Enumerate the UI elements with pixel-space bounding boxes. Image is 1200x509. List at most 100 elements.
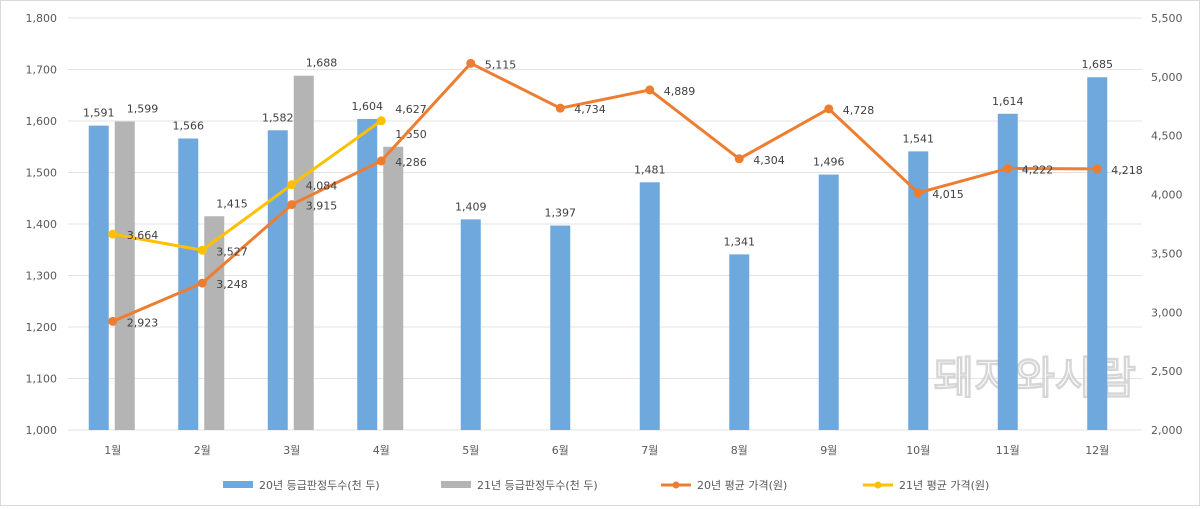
bar-20-data-label: 1,591 <box>83 107 115 120</box>
right-axis-tick-label: 4,500 <box>1151 130 1183 143</box>
line-20-data-label: 4,728 <box>843 104 875 117</box>
legend-label: 20년 평균 가격(원) <box>697 479 787 492</box>
line-20-data-label: 5,115 <box>485 58 517 71</box>
line-20-point <box>913 188 923 198</box>
bar-20 <box>267 130 288 430</box>
x-axis-tick-label: 1월 <box>104 444 121 457</box>
line-20-point <box>376 156 386 166</box>
bar-21-data-label: 1,599 <box>127 103 159 116</box>
bar-20-data-label: 1,496 <box>813 156 845 169</box>
x-axis-tick-label: 5월 <box>462 444 479 457</box>
left-axis-tick-label: 1,100 <box>26 373 58 386</box>
right-axis-tick-label: 2,500 <box>1151 365 1183 378</box>
bar-20 <box>818 174 839 430</box>
line-20-point <box>555 103 565 113</box>
line-20-point <box>287 200 297 210</box>
legend-swatch <box>441 481 471 488</box>
bar-20-data-label: 1,566 <box>173 120 205 133</box>
bar-20 <box>460 219 481 430</box>
x-axis-tick-label: 7월 <box>641 444 658 457</box>
line-21-data-label: 3,664 <box>127 229 159 242</box>
line-21-point <box>287 180 297 190</box>
line-20-point <box>197 278 207 288</box>
bar-21 <box>293 75 314 431</box>
line-20-data-label: 4,222 <box>1022 163 1054 176</box>
line-20-point <box>734 154 744 164</box>
x-axis-tick-label: 8월 <box>731 444 748 457</box>
line-20-data-label: 3,248 <box>216 278 248 291</box>
bar-20 <box>178 138 199 430</box>
bar-20 <box>1087 77 1108 430</box>
bar-20-data-label: 1,614 <box>992 95 1024 108</box>
line-20-data-label: 4,304 <box>753 154 785 167</box>
left-axis-tick-label: 1,500 <box>26 167 58 180</box>
bar-20-data-label: 1,397 <box>545 207 577 220</box>
line-20-point <box>1003 163 1013 173</box>
bar-21-data-label: 1,415 <box>216 197 248 210</box>
bar-21 <box>383 146 404 430</box>
legend-label: 21년 등급판정두수(천 두) <box>477 478 598 492</box>
legend-marker <box>874 481 882 489</box>
x-axis-tick-label: 9월 <box>820 444 837 457</box>
right-axis-tick-label: 2,000 <box>1151 424 1183 437</box>
x-axis-tick-label: 4월 <box>373 444 390 457</box>
line-20-point <box>466 58 476 68</box>
right-axis-tick-label: 4,000 <box>1151 189 1183 202</box>
x-axis-tick-label: 3월 <box>283 444 300 457</box>
bar-21 <box>114 121 135 430</box>
bar-20-data-label: 1,604 <box>352 100 384 113</box>
left-axis-tick-label: 1,200 <box>26 321 58 334</box>
line-20-data-label: 2,923 <box>127 316 159 329</box>
left-axis-tick-label: 1,000 <box>26 424 58 437</box>
bar-20 <box>88 125 109 430</box>
line-20-data-label: 4,889 <box>664 85 696 98</box>
legend-swatch <box>223 481 253 488</box>
line-21-data-label: 3,527 <box>216 245 248 258</box>
line-20-point <box>824 104 834 114</box>
bar-20 <box>357 118 378 430</box>
left-axis-tick-label: 1,700 <box>26 64 58 77</box>
line-21-point <box>108 229 118 239</box>
line-21-point <box>376 116 386 126</box>
line-21-data-label: 4,084 <box>306 180 338 193</box>
legend-label: 21년 평균 가격(원) <box>899 479 989 492</box>
bar-20-data-label: 1,582 <box>262 111 294 124</box>
legend-marker <box>672 481 680 489</box>
line-20-data-label: 4,734 <box>574 103 606 116</box>
bar-20-data-label: 1,685 <box>1082 58 1114 71</box>
right-axis-tick-label: 3,500 <box>1151 247 1183 260</box>
line-20-price <box>112 61 1098 323</box>
left-axis-tick-label: 1,400 <box>26 218 58 231</box>
line-20-data-label: 4,286 <box>395 156 427 169</box>
x-axis-tick-label: 2월 <box>194 444 211 457</box>
bar-20 <box>997 113 1018 430</box>
x-axis-tick-label: 11월 <box>996 444 1020 457</box>
line-20-point <box>1092 164 1102 174</box>
bar-20 <box>550 225 571 430</box>
bar-20 <box>908 151 929 430</box>
right-axis-tick-label: 5,000 <box>1151 71 1183 84</box>
line-20-point <box>108 316 118 326</box>
bar-21-data-label: 1,688 <box>306 57 338 70</box>
line-21-data-label: 4,627 <box>395 103 427 116</box>
line-20-point <box>645 85 655 95</box>
bar-20-data-label: 1,341 <box>724 235 756 248</box>
line-20-data-label: 4,015 <box>932 188 964 201</box>
bar-20 <box>729 254 750 430</box>
right-axis-tick-label: 3,000 <box>1151 306 1183 319</box>
x-axis-tick-label: 6월 <box>552 444 569 457</box>
bar-20-data-label: 1,481 <box>634 163 666 176</box>
bar-20 <box>639 182 660 430</box>
left-axis-tick-label: 1,600 <box>26 115 58 128</box>
bar-20-data-label: 1,409 <box>455 200 487 213</box>
line-21-point <box>197 245 207 255</box>
legend-label: 20년 등급판정두수(천 두) <box>259 478 380 492</box>
left-axis-tick-label: 1,800 <box>26 12 58 25</box>
bar-20-data-label: 1,541 <box>903 132 935 145</box>
left-axis-tick-label: 1,300 <box>26 270 58 283</box>
x-axis-tick-label: 12월 <box>1085 444 1109 457</box>
line-21-price <box>112 119 383 252</box>
line-20-data-label: 4,218 <box>1111 164 1143 177</box>
